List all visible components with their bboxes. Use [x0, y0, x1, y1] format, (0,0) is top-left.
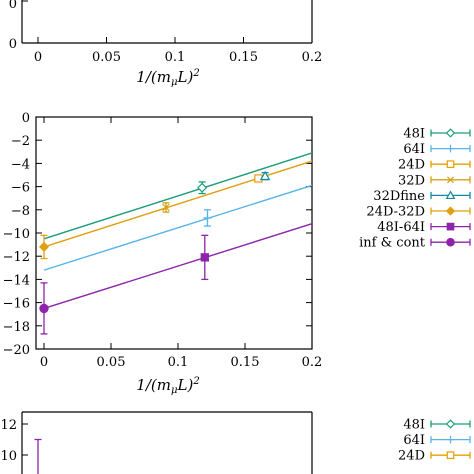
marker-diamond: [445, 419, 456, 429]
middle-x-tick-label: 0.1: [168, 355, 189, 370]
middle-y-tick-label: −4: [11, 157, 30, 172]
middle-y-tick-label: −8: [11, 204, 30, 219]
middle-y-tick-label: 0: [22, 111, 30, 126]
data-point: [34, 438, 42, 474]
marker-diamond: [445, 128, 456, 138]
top-x-tick-label: 0.15: [229, 50, 258, 65]
middle-x-tick-label: 0.2: [302, 355, 323, 370]
legend-label: 48I: [403, 418, 425, 433]
marker-triangle: [259, 170, 271, 181]
marker-diamond: [38, 241, 50, 252]
top-plot-panel: 0 0 0 0.05 0.1 0.15 0.2 1/(mμL)2: [9, 0, 323, 88]
marker-square: [200, 253, 209, 262]
middle-x-tick-label: 0.05: [97, 355, 126, 370]
bottom-y-tick-label: 10: [0, 449, 17, 464]
legend-label: 24D: [398, 449, 425, 464]
middle-y-tick-label: −14: [3, 273, 30, 288]
data-point: [200, 234, 209, 281]
middle-y-tick-label: −6: [11, 181, 30, 196]
middle-y-tick-label: −16: [3, 297, 30, 312]
top-x-axis-label: 1/(mμL)2: [136, 68, 199, 88]
marker-square: [446, 160, 455, 169]
legend-item: 24D-32D: [366, 205, 471, 220]
legend-label: inf & cont: [359, 236, 426, 251]
legend-item: 48I: [403, 418, 471, 433]
middle-y-tick-label: −2: [11, 134, 30, 149]
marker-diamond: [197, 182, 208, 193]
marker-triangle: [445, 190, 456, 200]
legend-item: 24D: [398, 449, 471, 464]
middle-x-tick-label: 0.15: [231, 355, 260, 370]
middle-y-tick-label: −20: [3, 343, 30, 358]
top-y-tick-label: 0: [9, 37, 17, 52]
marker-square: [446, 451, 455, 460]
top-y-tick-label: 0: [9, 0, 17, 12]
legend-item: 64I: [403, 433, 471, 448]
marker-cross-b: [162, 203, 170, 212]
top-x-tick-label: 0.05: [92, 50, 121, 65]
legend-label: 64I: [403, 433, 425, 448]
legend-item: 32D: [398, 173, 471, 188]
top-x-tick-label: 0.1: [165, 50, 186, 65]
middle-y-tick-label: −18: [3, 320, 30, 335]
marker-circle: [446, 237, 455, 247]
data-point: [38, 234, 50, 260]
middle-y-tick-label: −10: [3, 227, 30, 242]
fit-line: [43, 152, 313, 240]
marker-cross-b: [447, 176, 454, 184]
fit-line: [43, 184, 313, 271]
middle-plot-panel: 0 −2 −4 −6 −8 −10 −12 −14 −16 −18 −20 0 0.05 0.1 0.15…: [3, 111, 471, 396]
middle-y-tick-label: −12: [3, 250, 30, 265]
fit-line: [43, 223, 313, 310]
marker-square: [446, 222, 455, 231]
marker-circle: [39, 303, 49, 314]
legend-item: 32Dfine: [373, 189, 471, 204]
fit-line: [43, 160, 313, 248]
legend-label: 32Dfine: [373, 189, 425, 204]
data-point: [162, 202, 170, 213]
middle-x-axis-label: 1/(mμL)2: [136, 376, 199, 396]
legend-item: 64I: [403, 142, 471, 157]
legend-label: 32D: [398, 173, 425, 188]
legend-label: 24D-32D: [366, 205, 425, 220]
legend-label: 48I: [403, 127, 425, 142]
legend-item: 24D: [398, 158, 471, 173]
bottom-y-tick-label: 12: [0, 418, 17, 433]
data-point: [197, 181, 208, 195]
data-point: [259, 170, 271, 181]
middle-plot-frame: [35, 116, 313, 350]
data-point: [39, 282, 49, 335]
legend-label: 64I: [403, 142, 425, 157]
legend-item: inf & cont: [359, 236, 471, 251]
legend-label: 48I-64I: [377, 220, 425, 235]
top-x-tick-label: 0.2: [302, 50, 323, 65]
legend-item: 48I-64I: [377, 220, 471, 235]
marker-diamond: [445, 206, 456, 216]
data-point: [203, 209, 212, 227]
middle-x-tick-label: 0: [40, 355, 48, 370]
legend-item: 48I: [403, 127, 471, 142]
legend-label: 24D: [398, 158, 425, 173]
top-x-tick-label: 0: [34, 50, 42, 65]
